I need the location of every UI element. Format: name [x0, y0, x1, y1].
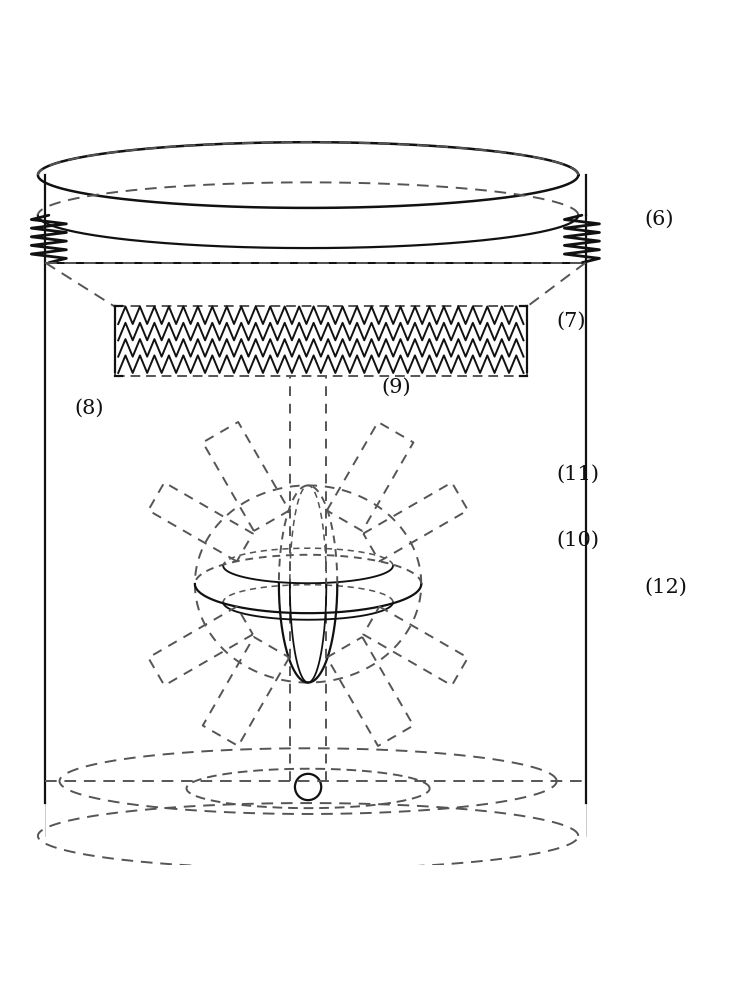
Text: (10): (10) — [556, 531, 600, 550]
Text: (9): (9) — [381, 377, 410, 396]
Text: (7): (7) — [556, 312, 586, 331]
Text: (8): (8) — [75, 399, 104, 418]
Text: (11): (11) — [556, 465, 600, 484]
Text: (12): (12) — [644, 578, 687, 597]
Text: (6): (6) — [644, 209, 674, 228]
